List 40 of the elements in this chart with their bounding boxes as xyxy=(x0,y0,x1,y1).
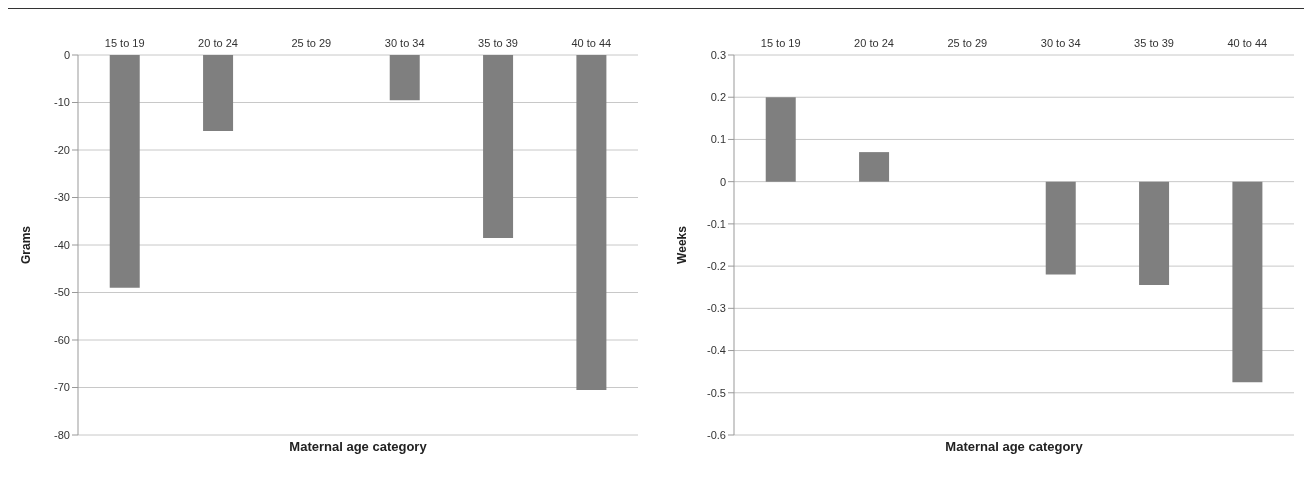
y-tick-label: 0.1 xyxy=(710,133,726,146)
x-tick-label: 30 to 34 xyxy=(1040,37,1081,49)
y-tick-label: -50 xyxy=(54,286,70,299)
x-tick-label: 40 to 44 xyxy=(571,37,612,49)
x-tick-label: 25 to 29 xyxy=(947,37,988,49)
bar xyxy=(1045,181,1076,275)
y-tick-label: 0.2 xyxy=(710,91,726,104)
x-tick-label: 20 to 24 xyxy=(198,37,238,49)
x-axis-title: Maternal age category xyxy=(288,439,428,454)
y-tick-label: -0.5 xyxy=(707,386,726,399)
y-tick-label: -30 xyxy=(54,191,70,204)
y-tick-label: -70 xyxy=(54,381,70,394)
bar xyxy=(1232,181,1263,383)
x-tick-label: 15 to 19 xyxy=(760,37,801,49)
y-tick-label: -20 xyxy=(54,143,70,156)
y-tick-label: -0.2 xyxy=(707,260,726,273)
y-tick-label: 0.3 xyxy=(710,48,726,61)
y-tick-label: -0.4 xyxy=(707,344,726,357)
y-tick-label: -0.3 xyxy=(707,302,726,315)
y-tick-label: -40 xyxy=(54,238,70,251)
y-tick-label: -0.1 xyxy=(707,217,726,230)
x-tick-label: 15 to 19 xyxy=(104,37,145,49)
bar xyxy=(765,97,796,182)
y-tick-label: 0 xyxy=(63,48,70,61)
y-tick-label: -80 xyxy=(54,428,70,441)
x-tick-label: 20 to 24 xyxy=(854,37,894,49)
x-tick-label: 30 to 34 xyxy=(384,37,425,49)
bar xyxy=(859,152,890,182)
x-tick-label: 35 to 39 xyxy=(1134,37,1174,49)
y-tick-label: -10 xyxy=(54,96,70,109)
y-axis-title: Weeks xyxy=(675,225,690,264)
x-tick-label: 25 to 29 xyxy=(291,37,332,49)
y-tick-label: -60 xyxy=(54,333,70,346)
x-tick-label: 35 to 39 xyxy=(478,37,518,49)
y-tick-label: -0.6 xyxy=(707,428,726,441)
y-axis-title: Grams xyxy=(19,225,34,265)
x-tick-label: 40 to 44 xyxy=(1227,37,1268,49)
y-tick-label: 0 xyxy=(719,175,726,188)
x-axis-title: Maternal age category xyxy=(944,439,1084,454)
bar xyxy=(1139,181,1170,286)
